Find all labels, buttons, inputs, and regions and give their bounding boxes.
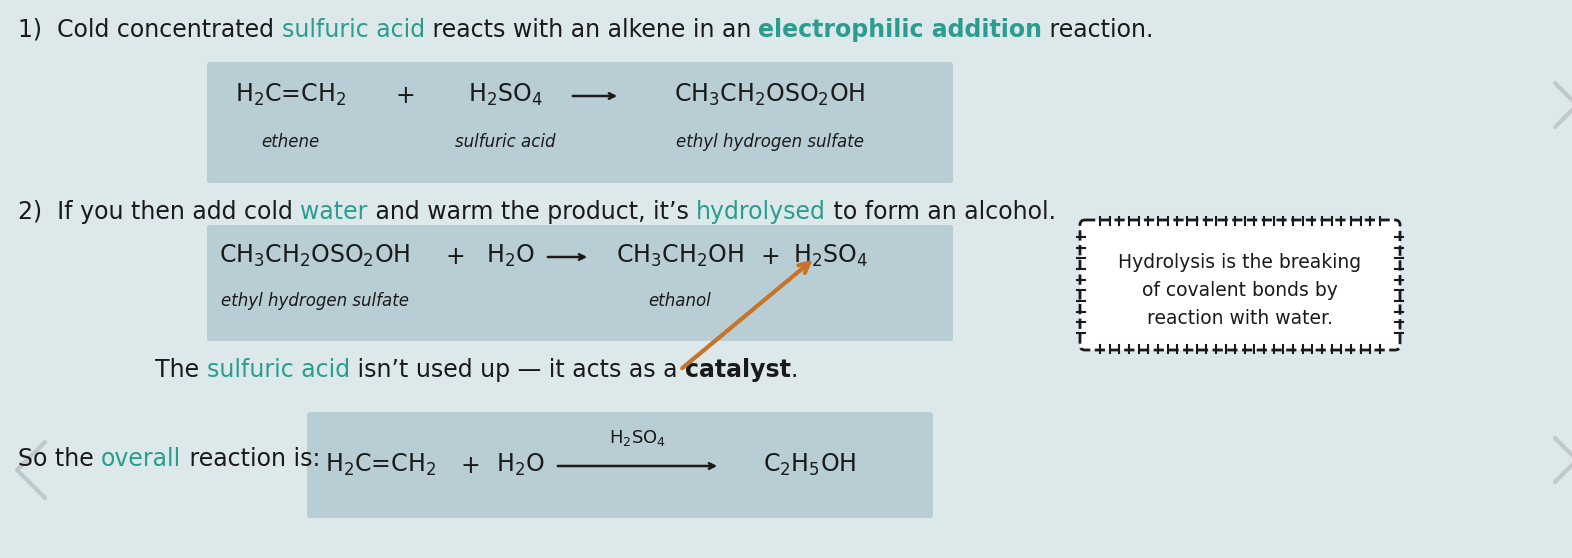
Text: ethene: ethene [261,133,319,151]
Text: electrophilic addition: electrophilic addition [759,18,1042,42]
Text: +: + [461,454,479,478]
FancyBboxPatch shape [208,62,953,183]
Text: H$_2$SO$_4$: H$_2$SO$_4$ [792,243,868,269]
Text: .: . [791,358,799,382]
FancyBboxPatch shape [1080,220,1401,350]
Text: 2)  If you then add cold: 2) If you then add cold [17,200,300,224]
Text: reacts with an alkene in an: reacts with an alkene in an [424,18,759,42]
Text: The: The [156,358,206,382]
Text: catalyst: catalyst [685,358,791,382]
Text: of covalent bonds by: of covalent bonds by [1143,281,1338,300]
Text: to form an alcohol.: to form an alcohol. [825,200,1056,224]
Text: overall: overall [101,447,181,471]
Text: +: + [761,245,780,269]
Text: CH$_3$CH$_2$OSO$_2$OH: CH$_3$CH$_2$OSO$_2$OH [674,82,866,108]
Text: 1)  Cold concentrated: 1) Cold concentrated [17,18,281,42]
FancyBboxPatch shape [208,225,953,341]
Text: sulfuric acid: sulfuric acid [281,18,424,42]
Text: reaction with water.: reaction with water. [1148,309,1333,328]
Text: sulfuric acid: sulfuric acid [206,358,349,382]
Text: H$_2$C=CH$_2$: H$_2$C=CH$_2$ [234,82,346,108]
Text: reaction is:: reaction is: [181,447,319,471]
Text: +: + [395,84,415,108]
Text: isn’t used up — it acts as a: isn’t used up — it acts as a [349,358,685,382]
Text: H$_2$SO$_4$: H$_2$SO$_4$ [468,82,542,108]
Text: sulfuric acid: sulfuric acid [454,133,555,151]
Text: So the: So the [17,447,101,471]
Text: H$_2$SO$_4$: H$_2$SO$_4$ [610,428,667,448]
Text: ethyl hydrogen sulfate: ethyl hydrogen sulfate [676,133,865,151]
FancyBboxPatch shape [307,412,934,518]
Text: H$_2$O: H$_2$O [495,452,544,478]
Text: H$_2$O: H$_2$O [486,243,534,269]
Text: CH$_3$CH$_2$OH: CH$_3$CH$_2$OH [616,243,744,269]
Text: ethanol: ethanol [649,292,712,310]
Text: ethyl hydrogen sulfate: ethyl hydrogen sulfate [222,292,409,310]
Text: and warm the product, it’s: and warm the product, it’s [368,200,696,224]
Text: +: + [445,245,465,269]
Text: reaction.: reaction. [1042,18,1154,42]
Text: CH$_3$CH$_2$OSO$_2$OH: CH$_3$CH$_2$OSO$_2$OH [220,243,410,269]
Text: C$_2$H$_5$OH: C$_2$H$_5$OH [764,452,857,478]
Text: H$_2$C=CH$_2$: H$_2$C=CH$_2$ [324,452,435,478]
Text: Hydrolysis is the breaking: Hydrolysis is the breaking [1118,253,1361,272]
Text: water: water [300,200,368,224]
Text: hydrolysed: hydrolysed [696,200,825,224]
